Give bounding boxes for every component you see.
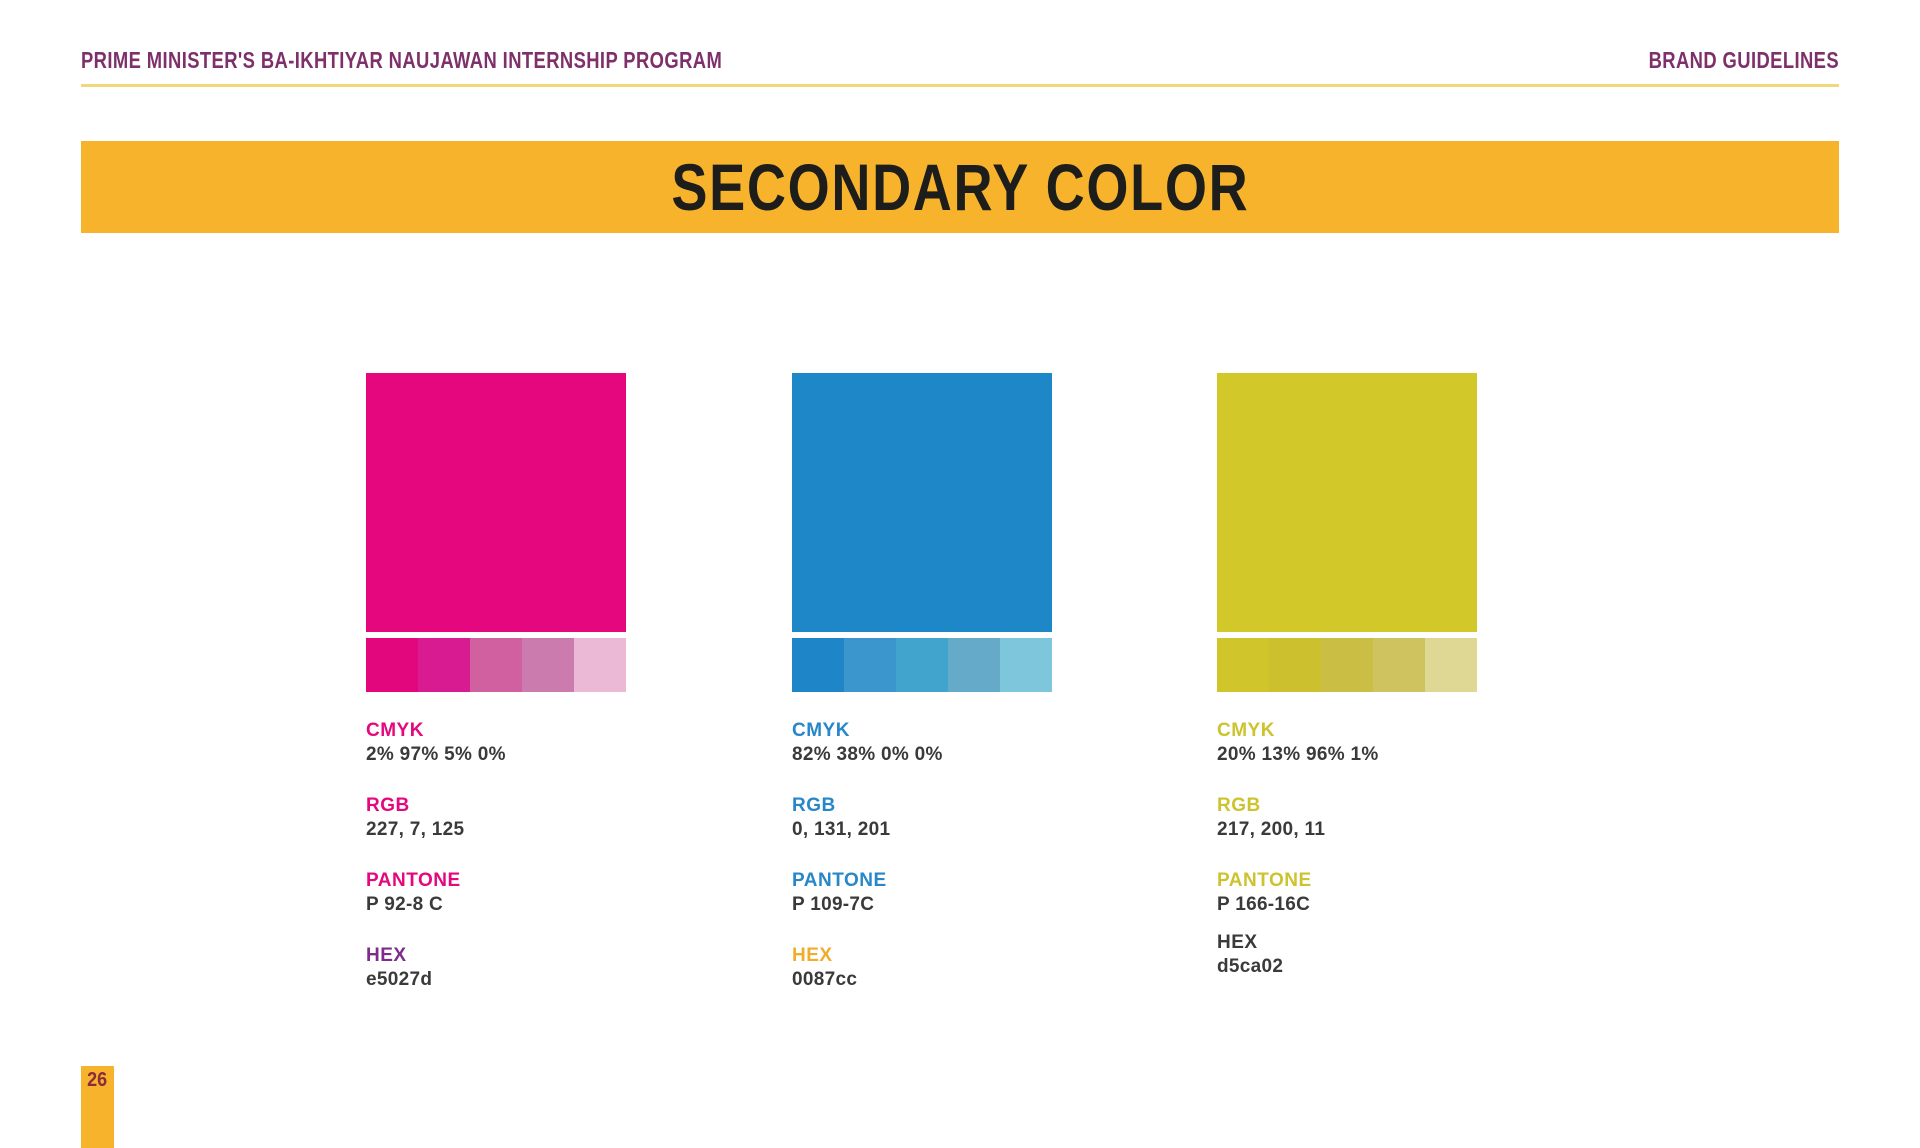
color-specs: CMYK 20% 13% 96% 1% RGB 217, 200, 11 PAN… [1217,719,1477,979]
color-swatch [1217,373,1477,632]
spec-hex: HEX e5027d [366,944,626,992]
tint-segment [896,638,948,692]
tint-strip [792,638,1052,692]
spec-value: 217, 200, 11 [1217,819,1326,840]
color-specs: CMYK 82% 38% 0% 0% RGB 0, 131, 201 PANTO… [792,719,1052,992]
spec-label: PANTONE [792,870,887,891]
spec-value: 0087cc [792,969,858,990]
spec-hex: HEX 0087cc [792,944,1052,992]
tint-segment [522,638,574,692]
tint-segment [418,638,470,692]
spec-value: P 166-16C [1217,894,1311,915]
tint-segment [1373,638,1425,692]
spec-hex: HEX d5ca02 [1217,931,1477,979]
spec-label: CMYK [1217,720,1275,741]
page-number: 26 [87,1069,108,1091]
spec-label: PANTONE [1217,870,1312,891]
color-column-blue: CMYK 82% 38% 0% 0% RGB 0, 131, 201 PANTO… [792,373,1052,1019]
tint-segment [1217,638,1269,692]
spec-label: HEX [1217,932,1258,953]
spec-pantone: PANTONE P 109-7C [792,869,1052,917]
color-swatch [366,373,626,632]
spec-cmyk: CMYK 20% 13% 96% 1% [1217,719,1477,767]
spec-value: 82% 38% 0% 0% [792,744,943,765]
spec-label: RGB [366,795,410,816]
color-specs: CMYK 2% 97% 5% 0% RGB 227, 7, 125 PANTON… [366,719,626,992]
tint-segment [574,638,626,692]
spec-value: 0, 131, 201 [792,819,891,840]
spec-label: CMYK [792,720,850,741]
spec-cmyk: CMYK 2% 97% 5% 0% [366,719,626,767]
section-banner: SECONDARY COLOR [81,141,1839,233]
page-number-tab: 26 [81,1066,114,1148]
color-column-pink: CMYK 2% 97% 5% 0% RGB 227, 7, 125 PANTON… [366,373,626,1019]
tint-segment [470,638,522,692]
color-swatch [792,373,1052,632]
color-column-yellow-green: CMYK 20% 13% 96% 1% RGB 217, 200, 11 PAN… [1217,373,1477,1006]
spec-value: 227, 7, 125 [366,819,465,840]
spec-label: HEX [366,945,407,966]
spec-rgb: RGB 0, 131, 201 [792,794,1052,842]
tint-segment [844,638,896,692]
tint-segment [1425,638,1477,692]
program-title: PRIME MINISTER'S BA-IKHTIYAR NAUJAWAN IN… [81,47,723,73]
tint-segment [1000,638,1052,692]
tint-segment [1269,638,1321,692]
page-header: PRIME MINISTER'S BA-IKHTIYAR NAUJAWAN IN… [81,0,1839,87]
spec-value: P 109-7C [792,894,875,915]
spec-label: HEX [792,945,833,966]
spec-pantone: PANTONE P 166-16C [1217,869,1477,917]
spec-label: RGB [792,795,836,816]
spec-value: d5ca02 [1217,956,1284,977]
tint-segment [366,638,418,692]
document-title: BRAND GUIDELINES [1648,47,1839,73]
tint-strip [366,638,626,692]
tint-segment [948,638,1000,692]
spec-value: e5027d [366,969,433,990]
spec-value: 2% 97% 5% 0% [366,744,506,765]
spec-label: PANTONE [366,870,461,891]
spec-pantone: PANTONE P 92-8 C [366,869,626,917]
section-title: SECONDARY COLOR [671,150,1249,224]
spec-rgb: RGB 227, 7, 125 [366,794,626,842]
spec-label: CMYK [366,720,424,741]
tint-segment [1321,638,1373,692]
spec-rgb: RGB 217, 200, 11 [1217,794,1477,842]
spec-label: RGB [1217,795,1261,816]
spec-cmyk: CMYK 82% 38% 0% 0% [792,719,1052,767]
tint-strip [1217,638,1477,692]
spec-value: P 92-8 C [366,894,444,915]
spec-value: 20% 13% 96% 1% [1217,744,1379,765]
tint-segment [792,638,844,692]
